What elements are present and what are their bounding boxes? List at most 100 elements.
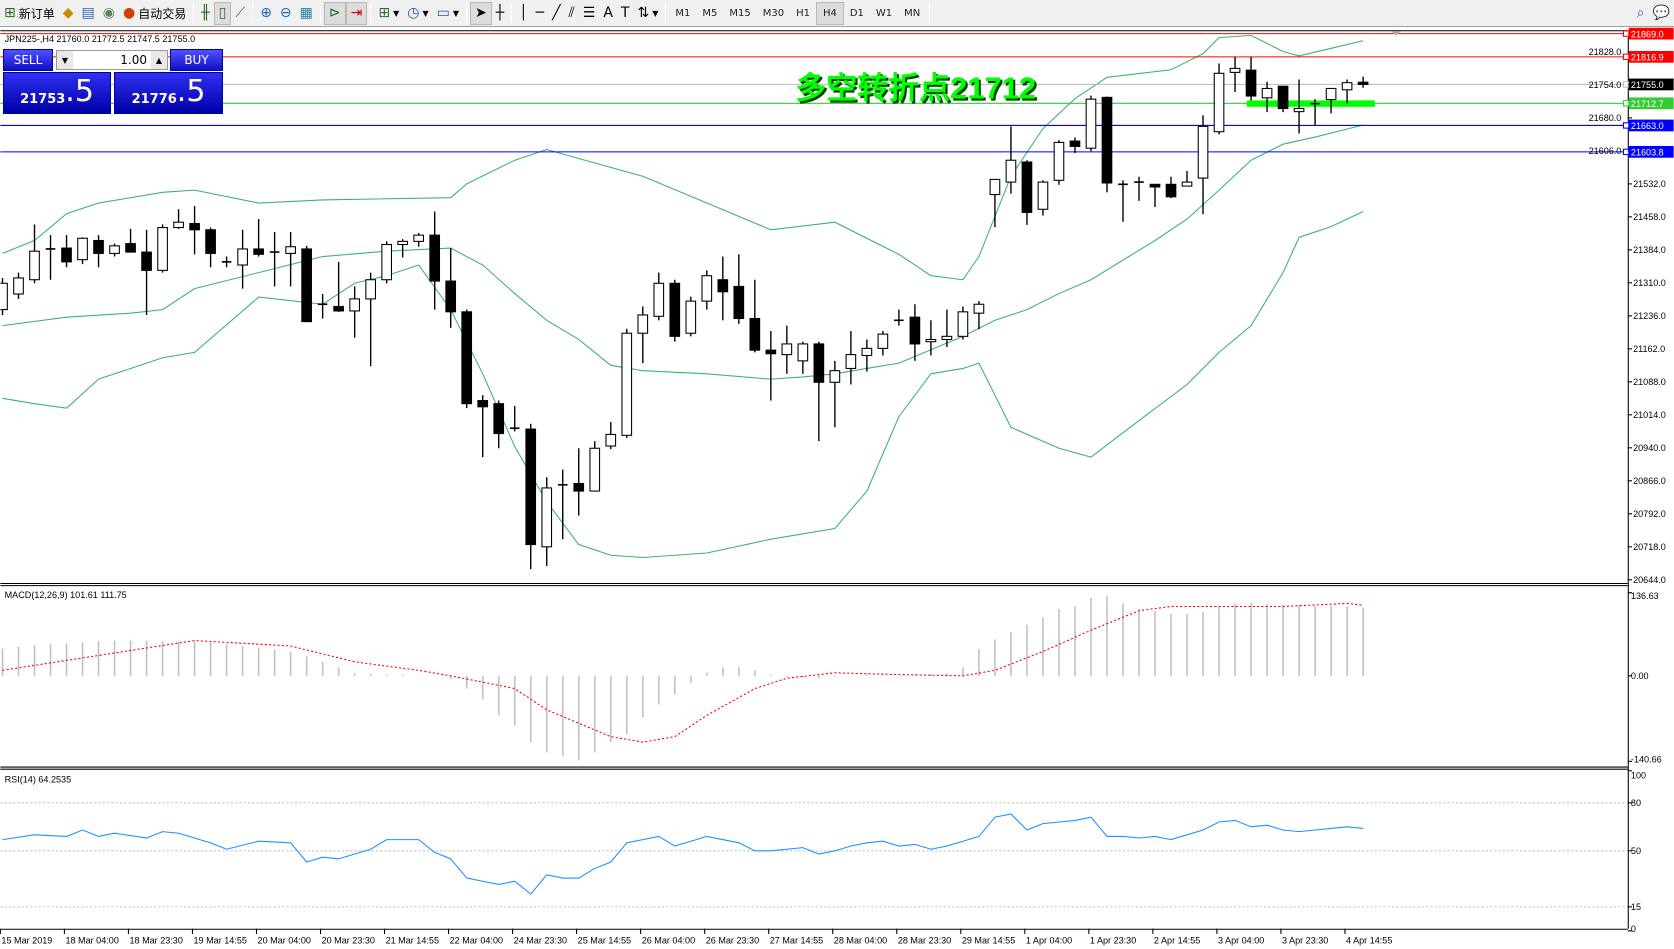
candle-body-bull <box>941 335 953 341</box>
timeframe-m1[interactable]: M1 <box>675 7 691 19</box>
sell-button[interactable]: SELL <box>3 49 53 71</box>
candle-body-bull <box>1229 67 1241 73</box>
equidistant-channel-button[interactable]: ⫽ <box>565 2 579 25</box>
vertical-line-button[interactable]: │ <box>515 2 531 25</box>
candle-body-bull <box>1053 141 1065 181</box>
horizontal-line-button[interactable]: ─ <box>532 2 548 25</box>
candle <box>1165 176 1177 199</box>
trendline-button[interactable]: ╱ <box>548 2 564 25</box>
candle <box>1293 79 1305 134</box>
level-handle[interactable] <box>1622 100 1630 107</box>
candle <box>1069 137 1081 154</box>
auto-scroll-icon: ⊳ <box>328 5 341 21</box>
candlestick-chart-button[interactable]: ▯ <box>213 1 232 25</box>
rsi-axis-label: 100 <box>1631 770 1646 780</box>
candle-body-bull <box>1341 82 1353 91</box>
lot-increase-button[interactable]: ▲ <box>151 51 167 69</box>
tile-icon: ▦ <box>299 5 313 21</box>
market-watch-button[interactable]: ◆ <box>59 2 78 25</box>
candle <box>1310 99 1320 126</box>
periods-dropdown[interactable]: ◷ ▼ <box>403 2 432 25</box>
level-handle[interactable] <box>1622 53 1630 61</box>
candle-body-bull <box>637 314 649 334</box>
candle <box>397 239 409 258</box>
level-handle[interactable] <box>1622 30 1630 37</box>
price-level-label: 21869.0 <box>1631 29 1664 39</box>
chat-button[interactable]: 💬 <box>1649 2 1674 25</box>
timeframe-m5[interactable]: M5 <box>702 7 718 19</box>
arrows-dropdown[interactable]: ⇅ ▼ <box>633 2 662 25</box>
candle <box>349 286 360 338</box>
candle <box>717 256 729 321</box>
candle-body-bull <box>621 332 633 436</box>
timeframe-w1[interactable]: W1 <box>875 7 893 19</box>
lot-size-stepper[interactable]: ▼ 1.00 ▲ <box>56 50 168 70</box>
timeframe-m30[interactable]: M30 <box>762 7 785 19</box>
sell-price-button[interactable]: 21753.5 <box>3 72 111 114</box>
candle-body-bull <box>1197 125 1209 179</box>
candle-body-bull <box>829 370 841 383</box>
line-chart-button[interactable]: ⟋ <box>231 2 249 25</box>
candle <box>45 235 56 280</box>
price-level-tag <box>1628 27 1674 40</box>
candle <box>877 330 889 356</box>
candle-body-bull <box>1261 87 1273 99</box>
lot-decrease-button[interactable]: ▼ <box>57 51 73 69</box>
price-level-label: 21603.8 <box>1631 148 1664 158</box>
chart-window[interactable]: 21828.0 21754.0 21680.0 21606.0 21532.0 21458… <box>0 27 1674 949</box>
candle-body-bear <box>525 428 537 546</box>
time-label: 27 Mar 14:55 <box>770 936 823 946</box>
fibonacci-button[interactable]: ☰ <box>579 2 600 25</box>
timeframe-mn[interactable]: MN <box>904 7 921 19</box>
chart-shift-marker[interactable] <box>1390 31 1402 36</box>
search-button[interactable]: ⌕ <box>1633 2 1649 25</box>
candle <box>77 237 88 265</box>
bar-chart-button[interactable]: ╫ <box>197 2 213 25</box>
timeframe-h1[interactable]: H1 <box>796 7 810 19</box>
vertical-line-icon: │ <box>519 5 528 21</box>
timeframe-h4[interactable]: H4 <box>815 1 844 25</box>
timeframe-d1[interactable]: D1 <box>849 7 864 19</box>
lot-size-input[interactable]: 1.00 <box>120 53 147 67</box>
bar-chart-icon: ╫ <box>201 5 210 21</box>
candle <box>477 395 489 458</box>
zoom-out-icon: ⊖ <box>279 5 292 21</box>
crosshair-button[interactable]: ┼ <box>492 2 508 25</box>
line-chart-icon: ⟋ <box>235 5 246 21</box>
rsi-axis-label: 15 <box>1631 902 1641 912</box>
templates-dropdown[interactable]: ▭ ▼ <box>433 2 463 25</box>
auto-scroll-button[interactable]: ⊳ <box>323 1 346 25</box>
text-button[interactable]: A <box>599 2 617 25</box>
timeframe-m15[interactable]: M15 <box>729 7 751 19</box>
price-tick-label: 21236.0 <box>1633 311 1666 321</box>
tile-windows-button[interactable]: ▦ <box>296 2 317 25</box>
signals-button[interactable]: ◉ <box>99 2 119 25</box>
candle-body-bull <box>237 248 248 266</box>
candle-body-bull <box>1213 72 1225 133</box>
auto-trading-button[interactable]: ● 自动交易 <box>122 5 187 21</box>
zoom-out-button[interactable]: ⊖ <box>276 2 296 25</box>
candle-body-bear <box>733 285 745 320</box>
candle <box>781 325 793 374</box>
level-handle[interactable] <box>1622 122 1630 129</box>
candle-body-bear <box>1245 69 1257 97</box>
candle <box>109 243 120 257</box>
candle <box>525 423 537 570</box>
zoom-in-button[interactable]: ⊕ <box>256 2 276 25</box>
level-handle[interactable] <box>1622 148 1630 156</box>
text-label-button[interactable]: T <box>617 2 634 25</box>
buy-price-button[interactable]: 21776.5 <box>114 72 223 114</box>
candle <box>1101 96 1113 193</box>
navigator-button[interactable]: ▤ <box>78 2 99 25</box>
buy-button[interactable]: BUY <box>170 49 223 71</box>
candle-body-bear <box>333 305 344 312</box>
time-label: 26 Mar 04:00 <box>642 936 695 946</box>
candle <box>941 309 953 348</box>
indicators-dropdown[interactable]: ⊞ ▼ <box>374 2 403 25</box>
cursor-button[interactable]: ➤ <box>470 1 492 25</box>
timeframe-bar: M1 M5 M15 M30 H1 H4 D1 W1 MN <box>669 1 926 25</box>
new-order-button[interactable]: ⊞ 新订单 <box>4 5 55 21</box>
candle <box>269 232 280 287</box>
time-label: 29 Mar 14:55 <box>962 936 1015 946</box>
chart-shift-button[interactable]: ⇥ <box>345 1 368 25</box>
